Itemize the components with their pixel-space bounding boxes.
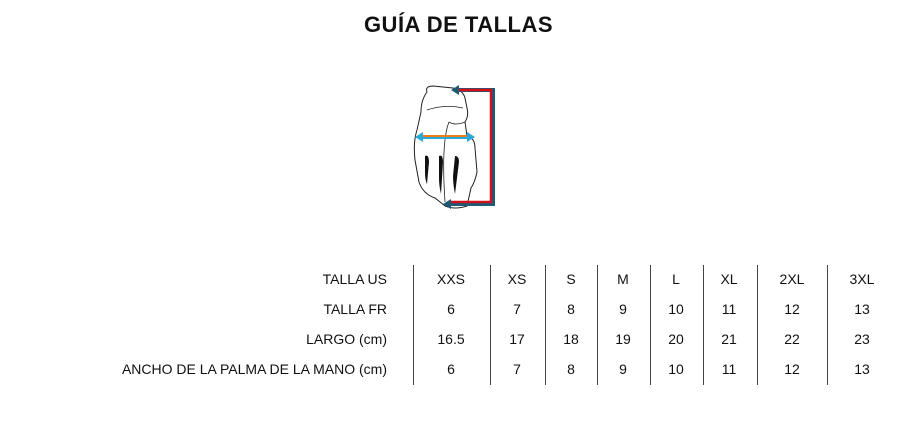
- table-cell: L: [672, 271, 680, 287]
- table-cell: 23: [854, 331, 870, 347]
- column-divider: [490, 265, 491, 385]
- column-divider: [703, 265, 704, 385]
- table-cell: 9: [619, 301, 627, 317]
- table-cell: S: [566, 271, 576, 287]
- table-cell: 21: [721, 331, 737, 347]
- column-divider: [757, 265, 758, 385]
- row-label: LARGO (cm): [306, 331, 387, 347]
- table-cell: 6: [447, 301, 455, 317]
- column-divider: [545, 265, 546, 385]
- row-label: TALLA FR: [323, 301, 387, 317]
- table-cell: 8: [567, 301, 575, 317]
- page-title: GUÍA DE TALLAS: [363, 12, 554, 37]
- table-cell: 8: [567, 361, 575, 377]
- column-divider: [597, 265, 598, 385]
- table-cell: 19: [615, 331, 631, 347]
- table-cell: XL: [720, 271, 738, 287]
- table-cell: 13: [854, 361, 870, 377]
- table-cell: 11: [721, 301, 737, 317]
- table-cell: 11: [721, 361, 737, 377]
- table-cell: M: [617, 271, 629, 287]
- table-cell: 7: [513, 361, 521, 377]
- table-cell: 13: [854, 301, 870, 317]
- table-cell: 18: [563, 331, 579, 347]
- table-cell: 12: [784, 301, 800, 317]
- column-divider: [827, 265, 828, 385]
- table-cell: 22: [784, 331, 800, 347]
- table-cell: 20: [668, 331, 684, 347]
- table-cell: 9: [619, 361, 627, 377]
- table-cell: 3XL: [849, 271, 875, 287]
- table-cell: 10: [668, 301, 684, 317]
- table-cell: XS: [507, 271, 527, 287]
- column-divider: [650, 265, 651, 385]
- table-cell: 6: [447, 361, 455, 377]
- table-cell: 12: [784, 361, 800, 377]
- table-cell: 2XL: [779, 271, 805, 287]
- glove-measurement-icon: [413, 85, 495, 209]
- table-cell: 16.5: [437, 331, 465, 347]
- table-cell: 7: [513, 301, 521, 317]
- row-label: TALLA US: [322, 271, 387, 287]
- column-divider: [413, 265, 414, 385]
- table-cell: 10: [668, 361, 684, 377]
- row-label: ANCHO DE LA PALMA DE LA MANO (cm): [121, 361, 387, 377]
- table-cell: XXS: [436, 271, 465, 287]
- table-cell: 17: [509, 331, 525, 347]
